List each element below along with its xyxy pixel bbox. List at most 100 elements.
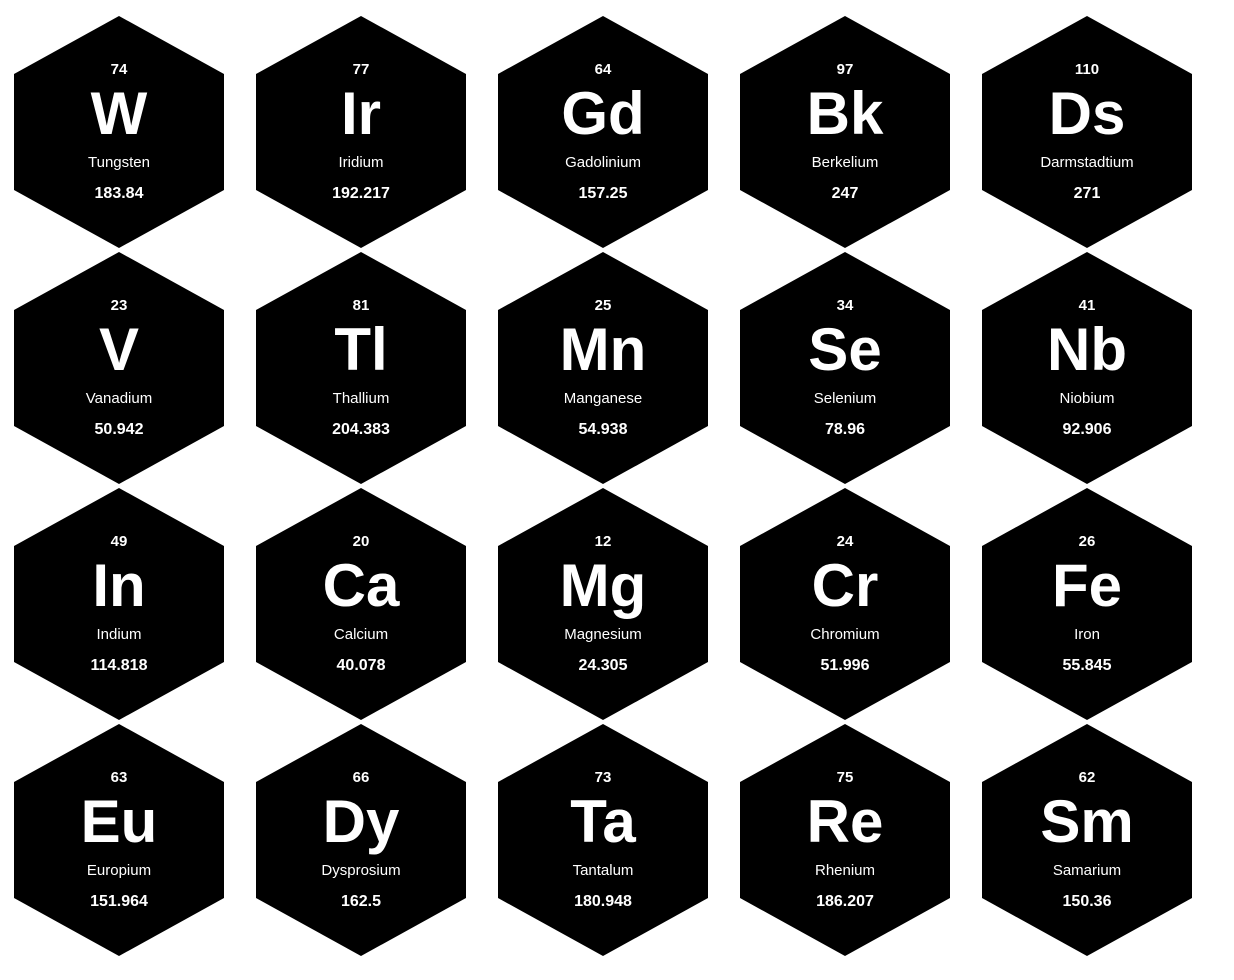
- element-symbol: Mg: [560, 556, 647, 616]
- element-tile-mn: 25 Mn Manganese 54.938: [498, 252, 708, 484]
- element-tile-bk: 97 Bk Berkelium 247: [740, 16, 950, 248]
- element-name: Europium: [87, 862, 151, 879]
- atomic-mass: 24.305: [579, 657, 628, 675]
- element-symbol: Bk: [807, 84, 884, 144]
- atomic-mass: 180.948: [574, 893, 632, 911]
- element-tile-ds: 110 Ds Darmstadtium 271: [982, 16, 1192, 248]
- element-name: Rhenium: [815, 862, 875, 879]
- atomic-mass: 204.383: [332, 421, 390, 439]
- atomic-number: 26: [1079, 533, 1096, 550]
- atomic-number: 41: [1079, 297, 1096, 314]
- atomic-mass: 162.5: [341, 893, 381, 911]
- element-tile-se: 34 Se Selenium 78.96: [740, 252, 950, 484]
- element-tile-nb: 41 Nb Niobium 92.906: [982, 252, 1192, 484]
- atomic-mass: 151.964: [90, 893, 148, 911]
- element-name: Iridium: [338, 154, 383, 171]
- atomic-number: 97: [837, 61, 854, 78]
- atomic-mass: 78.96: [825, 421, 865, 439]
- atomic-number: 75: [837, 769, 854, 786]
- element-name: Thallium: [333, 390, 390, 407]
- atomic-number: 74: [111, 61, 128, 78]
- element-tile-in: 49 In Indium 114.818: [14, 488, 224, 720]
- atomic-mass: 114.818: [91, 657, 148, 675]
- element-tile-w: 74 W Tungsten 183.84: [14, 16, 224, 248]
- element-tile-ca: 20 Ca Calcium 40.078: [256, 488, 466, 720]
- atomic-number: 64: [595, 61, 612, 78]
- element-name: Tantalum: [573, 862, 634, 879]
- atomic-number: 77: [353, 61, 370, 78]
- atomic-number: 24: [837, 533, 854, 550]
- element-name: Chromium: [810, 626, 879, 643]
- element-tile-ir: 77 Ir Iridium 192.217: [256, 16, 466, 248]
- atomic-mass: 40.078: [337, 657, 386, 675]
- atomic-number: 23: [111, 297, 128, 314]
- atomic-mass: 157.25: [579, 185, 628, 203]
- atomic-mass: 247: [832, 185, 859, 203]
- element-symbol: Se: [808, 320, 881, 380]
- atomic-mass: 51.996: [821, 657, 870, 675]
- element-name: Indium: [96, 626, 141, 643]
- element-name: Tungsten: [88, 154, 150, 171]
- element-tile-ta: 73 Ta Tantalum 180.948: [498, 724, 708, 956]
- element-symbol: Gd: [561, 84, 644, 144]
- element-name: Calcium: [334, 626, 388, 643]
- element-name: Niobium: [1059, 390, 1114, 407]
- element-tile-dy: 66 Dy Dysprosium 162.5: [256, 724, 466, 956]
- element-name: Samarium: [1053, 862, 1121, 879]
- element-name: Selenium: [814, 390, 877, 407]
- element-symbol: Ds: [1049, 84, 1126, 144]
- atomic-number: 110: [1075, 61, 1099, 78]
- element-name: Dysprosium: [321, 862, 400, 879]
- atomic-mass: 54.938: [579, 421, 628, 439]
- element-symbol: Fe: [1052, 556, 1122, 616]
- element-tile-mg: 12MgMagnesium24.305: [498, 488, 708, 720]
- element-symbol: W: [91, 84, 148, 144]
- element-symbol: Ir: [341, 84, 381, 144]
- atomic-number: 49: [111, 533, 128, 550]
- element-tile-fe: 26 Fe Iron 55.845: [982, 488, 1192, 720]
- atomic-number: 81: [353, 297, 370, 314]
- element-symbol: Ca: [323, 556, 400, 616]
- atomic-number: 66: [353, 769, 370, 786]
- element-tile-re: 75 Re Rhenium 186.207: [740, 724, 950, 956]
- element-tile-eu: 63 Eu Europium 151.964: [14, 724, 224, 956]
- element-name: Darmstadtium: [1040, 154, 1133, 171]
- element-tile-v: 23 V Vanadium 50.942: [14, 252, 224, 484]
- element-symbol: Eu: [81, 792, 158, 852]
- element-name: Manganese: [564, 390, 642, 407]
- atomic-mass: 271: [1074, 185, 1101, 203]
- element-name: Berkelium: [812, 154, 879, 171]
- element-symbol: Sm: [1040, 792, 1133, 852]
- element-symbol: Cr: [812, 556, 879, 616]
- atomic-number: 62: [1079, 769, 1096, 786]
- element-tile-gd: 64 Gd Gadolinium 157.25: [498, 16, 708, 248]
- element-name: Iron: [1074, 626, 1100, 643]
- element-symbol: In: [92, 556, 145, 616]
- element-tile-cr: 24 Cr Chromium 51.996: [740, 488, 950, 720]
- atomic-number: 63: [111, 769, 128, 786]
- atomic-mass: 55.845: [1063, 657, 1112, 675]
- element-name: Magnesium: [564, 626, 642, 643]
- element-symbol: V: [99, 320, 139, 380]
- element-symbol: Nb: [1047, 320, 1127, 380]
- element-tile-sm: 62 Sm Samarium 150.36: [982, 724, 1192, 956]
- element-symbol: Ta: [570, 792, 636, 852]
- element-hex-grid: 74 W Tungsten 183.84 77 Ir Iridium 192.217 64 Gd G…: [0, 0, 1234, 972]
- atomic-number: 34: [837, 297, 854, 314]
- element-symbol: Tl: [334, 320, 387, 380]
- atomic-mass: 92.906: [1063, 421, 1112, 439]
- atomic-mass: 186.207: [816, 893, 874, 911]
- element-name: Vanadium: [86, 390, 152, 407]
- element-tile-tl: 81 Tl Thallium 204.383: [256, 252, 466, 484]
- atomic-number: 20: [353, 533, 370, 550]
- element-symbol: Mn: [560, 320, 647, 380]
- atomic-mass: 150.36: [1063, 893, 1112, 911]
- atomic-number: 25: [595, 297, 612, 314]
- atomic-mass: 192.217: [332, 185, 390, 203]
- element-name: Gadolinium: [565, 154, 641, 171]
- atomic-number: 73: [595, 769, 612, 786]
- element-symbol: Dy: [323, 792, 400, 852]
- atomic-mass: 50.942: [95, 421, 144, 439]
- element-symbol: Re: [807, 792, 884, 852]
- atomic-mass: 183.84: [95, 185, 144, 203]
